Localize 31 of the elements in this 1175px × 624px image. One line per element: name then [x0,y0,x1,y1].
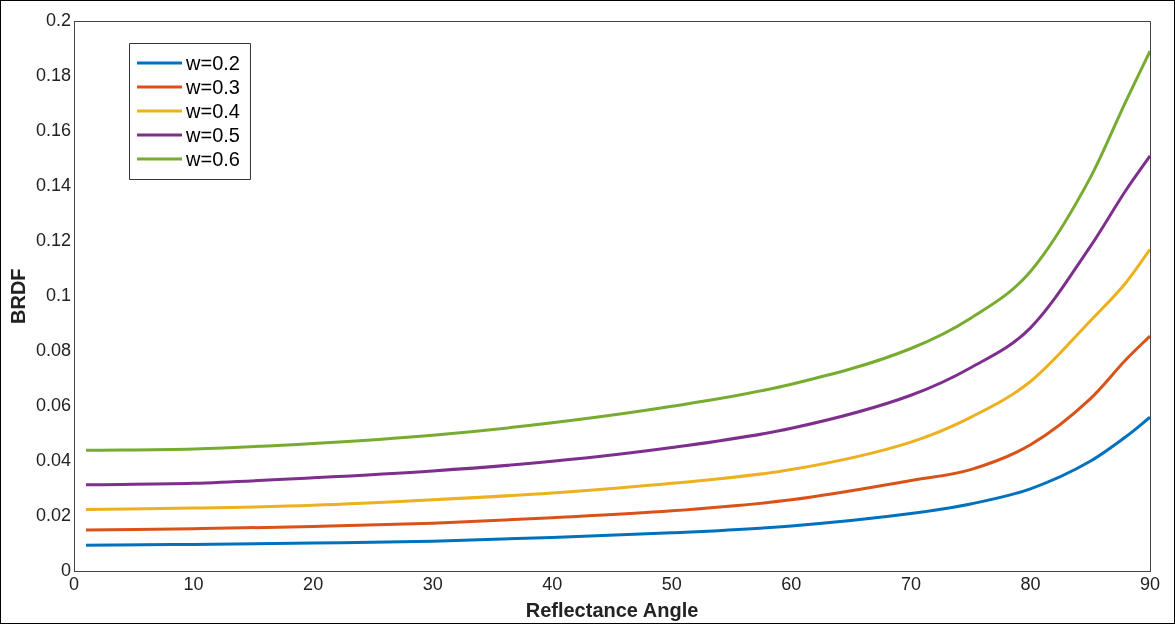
y-tick-label: 0.16 [35,120,72,141]
x-tick-label: 50 [661,574,682,595]
legend-label: w=0.4 [185,99,240,122]
y-tick-label: 0.12 [35,230,72,251]
x-tick-label: 60 [781,574,802,595]
x-tick-label: 10 [183,574,204,595]
y-tick-label: 0.14 [35,175,72,196]
y-tick-label: 0.2 [46,9,72,30]
legend-label: w=0.5 [185,123,240,146]
line-series [84,154,1150,487]
y-tick-label: 0.06 [35,395,72,416]
legend-label: w=0.3 [185,75,240,98]
line-series [84,247,1150,511]
legend-label: w=0.6 [185,147,240,170]
x-tick-label: 70 [900,574,921,595]
x-tick-label: 40 [542,574,563,595]
line-series [84,49,1150,452]
y-tick-label: 0.1 [46,285,72,306]
line-series [84,415,1150,547]
x-tick-label: 90 [1139,574,1161,595]
x-tick-label: 80 [1020,574,1041,595]
line-series [84,334,1150,532]
y-tick-label: 0.02 [35,505,72,526]
y-tick-label: 0.04 [35,450,72,471]
y-tick-label: 0.18 [35,65,72,86]
y-axis-title: BRDF [6,268,29,324]
x-tick-label: 30 [422,574,443,595]
y-tick-label: 0.08 [35,340,72,361]
x-axis-title: Reflectance Angle [525,598,699,621]
x-tick-label: 20 [303,574,324,595]
legend-label: w=0.2 [185,51,240,74]
